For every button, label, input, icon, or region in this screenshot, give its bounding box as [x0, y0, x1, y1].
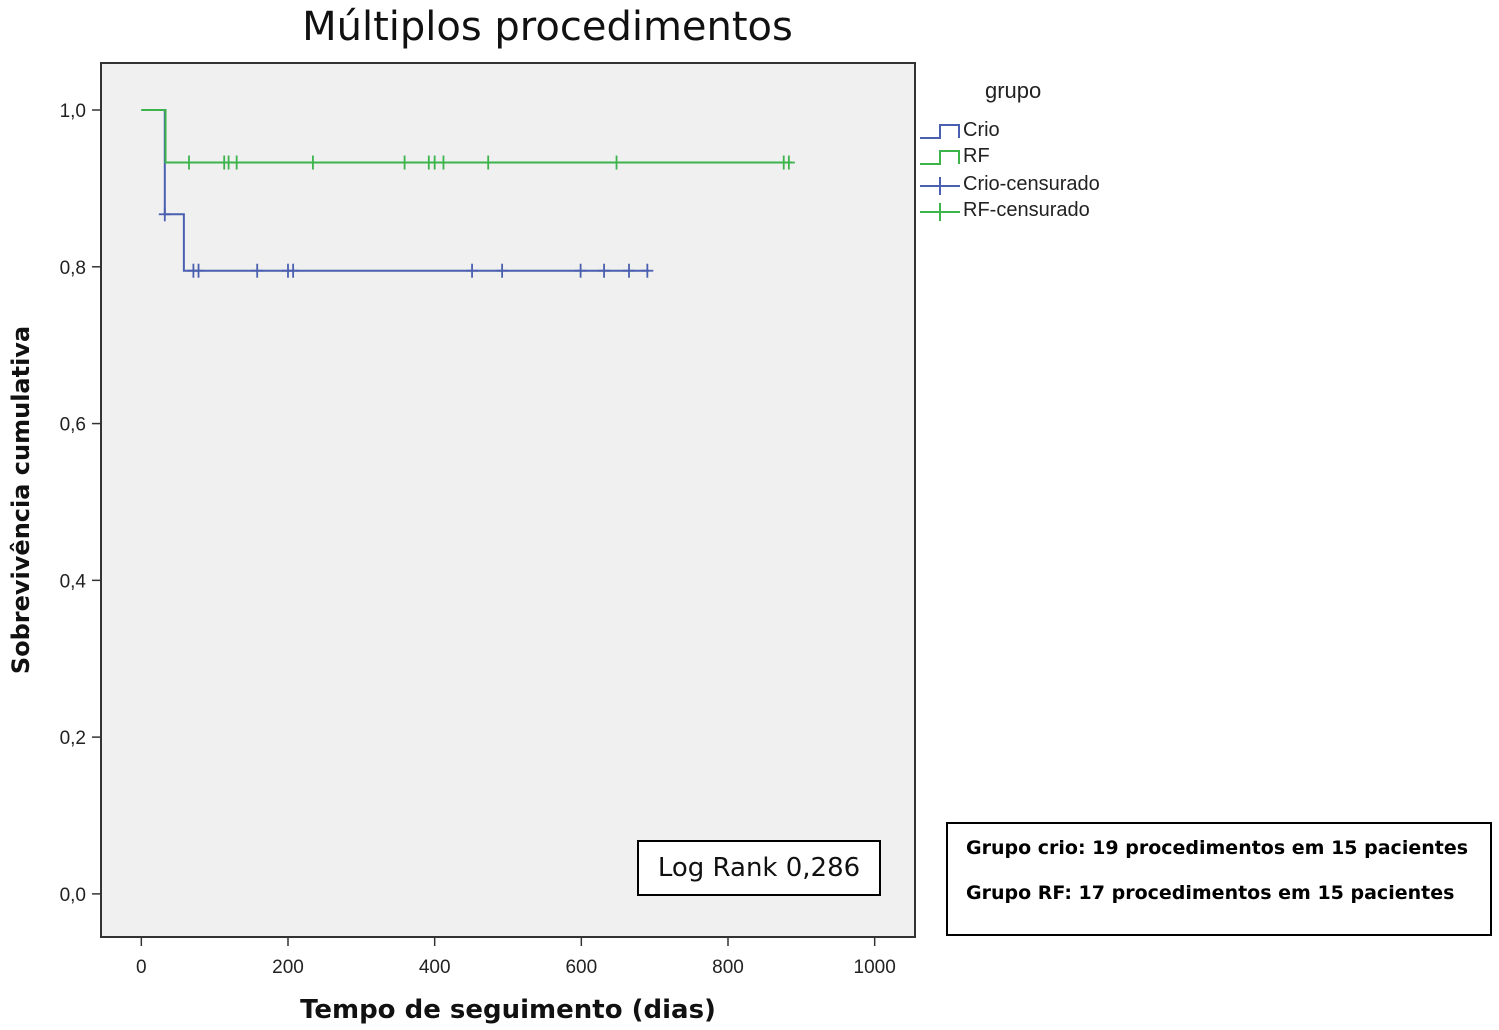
series-line-rf — [141, 109, 792, 164]
y-tick-label: 0,6 — [60, 415, 86, 436]
legend-title: grupo — [985, 78, 1042, 103]
x-axis-label: Tempo de seguimento (dias) — [300, 995, 716, 1025]
y-tick-label: 0,0 — [60, 885, 86, 906]
legend-label-rf-censored: RF-censurado — [963, 199, 1090, 221]
legend-swatch-step — [920, 124, 960, 139]
plot-area — [100, 62, 916, 938]
y-tick-label: 1,0 — [60, 101, 86, 122]
info-line-crio: Grupo crio: 19 procedimentos em 15 pacie… — [966, 837, 1469, 859]
info-line-rf: Grupo RF: 17 procedimentos em 15 pacient… — [966, 882, 1455, 904]
x-tick-label: 400 — [419, 957, 451, 978]
legend-label-crio: Crio — [963, 119, 1000, 141]
y-axis-label: Sobrevivência cumulativa — [7, 325, 35, 675]
x-tick-label: 200 — [272, 957, 304, 978]
y-tick-label: 0,4 — [60, 571, 87, 592]
x-tick-label: 600 — [565, 957, 597, 978]
log-rank-text: Log Rank 0,286 — [657, 853, 861, 883]
x-tick-label: 800 — [712, 957, 744, 978]
legend-label-crio-censored: Crio-censurado — [963, 173, 1100, 195]
legend-swatch-step — [920, 150, 960, 165]
log-rank-box: Log Rank 0,286 — [637, 840, 881, 896]
x-tick-label: 1000 — [854, 957, 896, 978]
info-box: Grupo crio: 19 procedimentos em 15 pacie… — [946, 822, 1492, 936]
x-tick-label: 0 — [136, 957, 147, 978]
legend-label-rf: RF — [963, 145, 990, 167]
chart-title: Múltiplos procedimentos — [302, 4, 793, 50]
y-tick-label: 0,8 — [60, 258, 86, 279]
y-tick-label: 0,2 — [60, 728, 86, 749]
